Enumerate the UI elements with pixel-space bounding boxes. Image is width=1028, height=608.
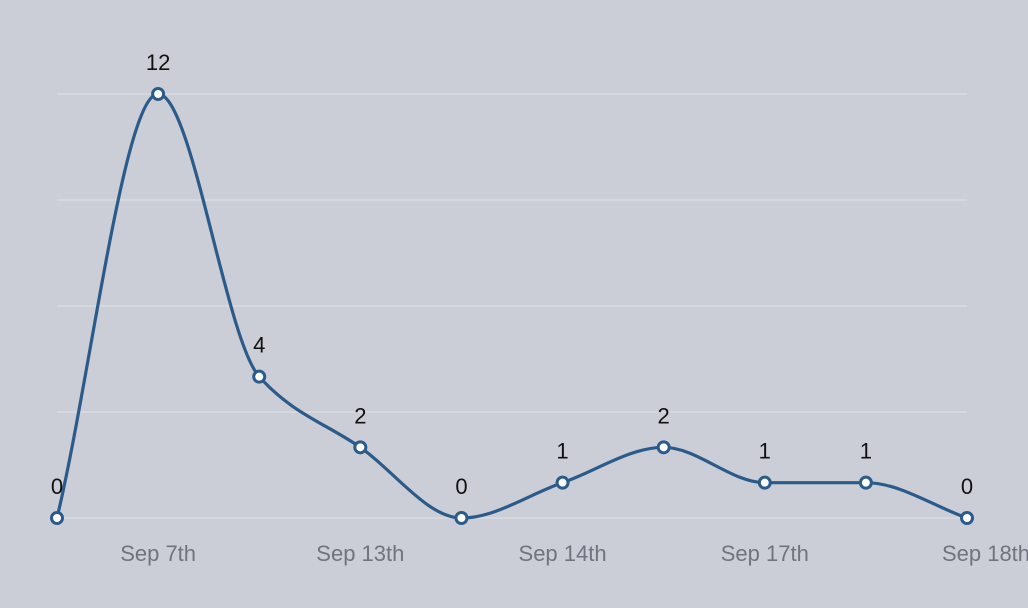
data-point[interactable]: [656, 440, 671, 455]
data-label: 1: [860, 439, 872, 464]
data-label: 2: [354, 403, 366, 428]
data-label: 1: [556, 439, 568, 464]
x-tick-label: Sep 17th: [721, 541, 809, 566]
data-label: 0: [51, 474, 63, 499]
data-point[interactable]: [50, 511, 64, 525]
points-layer: [50, 87, 974, 525]
x-axis-tick-labels: Sep 7th Sep 13th Sep 14th Sep 17th Sep 18th: [120, 541, 1028, 566]
x-tick-label: Sep 7th: [120, 541, 196, 566]
data-point[interactable]: [555, 475, 570, 490]
data-label: 12: [146, 50, 170, 75]
x-tick-label: Sep 13th: [316, 541, 404, 566]
data-label: 1: [759, 439, 771, 464]
data-point[interactable]: [454, 511, 469, 525]
data-label: 0: [961, 474, 973, 499]
gridlines: [57, 93, 967, 519]
x-tick-label: Sep 14th: [519, 541, 607, 566]
data-point[interactable]: [757, 475, 772, 490]
data-point[interactable]: [960, 511, 974, 525]
x-tick-label: Sep 18th: [942, 541, 1028, 566]
data-point[interactable]: [151, 87, 166, 101]
data-point[interactable]: [353, 440, 368, 455]
data-point[interactable]: [858, 475, 873, 490]
data-point[interactable]: [252, 369, 267, 384]
data-label: 4: [253, 333, 265, 358]
data-label: 2: [658, 403, 670, 428]
data-label: 0: [455, 474, 467, 499]
